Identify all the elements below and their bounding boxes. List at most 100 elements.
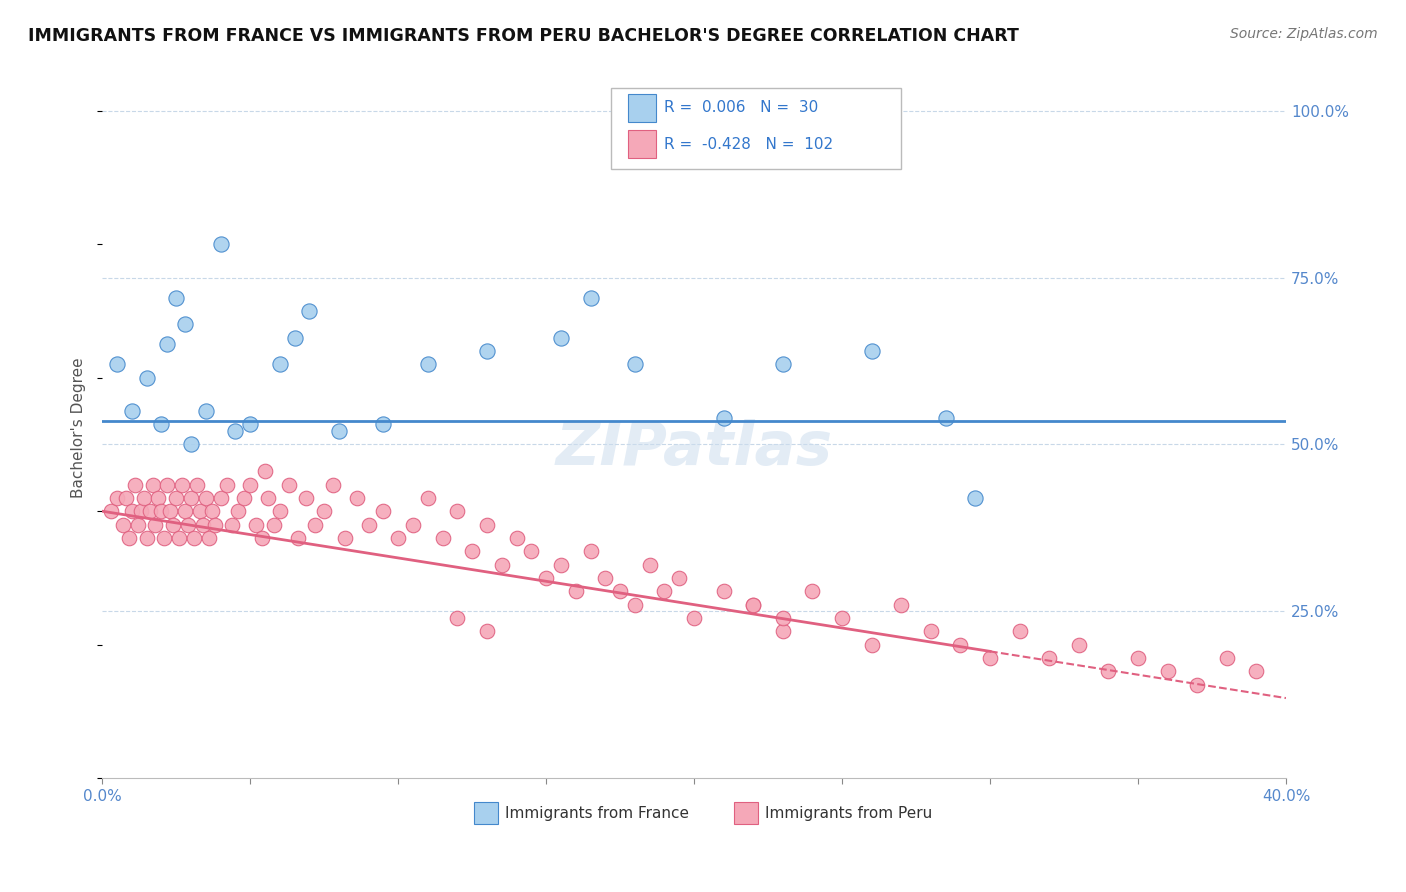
Point	[162, 517, 184, 532]
Point	[298, 304, 321, 318]
Point	[287, 531, 309, 545]
Point	[145, 517, 167, 532]
Point	[253, 464, 276, 478]
Point	[654, 584, 676, 599]
Point	[277, 477, 299, 491]
Point	[322, 477, 344, 491]
Point	[115, 491, 138, 505]
Point	[920, 624, 942, 639]
Point	[105, 491, 128, 505]
Text: R =  -0.428   N =  102: R = -0.428 N = 102	[665, 136, 834, 152]
Point	[121, 404, 143, 418]
Point	[174, 318, 197, 332]
Point	[624, 598, 647, 612]
FancyBboxPatch shape	[734, 802, 758, 824]
Point	[772, 624, 794, 639]
Point	[949, 638, 972, 652]
Point	[194, 491, 217, 505]
FancyBboxPatch shape	[628, 130, 657, 159]
Point	[772, 611, 794, 625]
Point	[595, 571, 617, 585]
Point	[475, 344, 498, 359]
Text: Source: ZipAtlas.com: Source: ZipAtlas.com	[1230, 27, 1378, 41]
Point	[1185, 678, 1208, 692]
Point	[742, 598, 765, 612]
Point	[624, 358, 647, 372]
Point	[304, 517, 326, 532]
Point	[742, 598, 765, 612]
Point	[935, 410, 957, 425]
Point	[105, 358, 128, 372]
Point	[683, 611, 706, 625]
Point	[165, 491, 187, 505]
Point	[129, 504, 152, 518]
Point	[668, 571, 690, 585]
Point	[197, 531, 219, 545]
Text: Immigrants from Peru: Immigrants from Peru	[765, 805, 932, 821]
Text: ZIPatlas: ZIPatlas	[555, 419, 832, 478]
Point	[416, 491, 439, 505]
Point	[491, 558, 513, 572]
FancyBboxPatch shape	[474, 802, 498, 824]
Point	[156, 477, 179, 491]
Point	[194, 404, 217, 418]
Point	[505, 531, 527, 545]
Point	[221, 517, 243, 532]
Point	[141, 477, 163, 491]
Text: IMMIGRANTS FROM FRANCE VS IMMIGRANTS FROM PERU BACHELOR'S DEGREE CORRELATION CHA: IMMIGRANTS FROM FRANCE VS IMMIGRANTS FRO…	[28, 27, 1019, 45]
Point	[118, 531, 141, 545]
Text: R =  0.006   N =  30: R = 0.006 N = 30	[665, 100, 818, 115]
Point	[188, 504, 211, 518]
Point	[201, 504, 224, 518]
Point	[172, 477, 194, 491]
Point	[579, 544, 602, 558]
Point	[461, 544, 484, 558]
Point	[550, 331, 572, 345]
Point	[138, 504, 160, 518]
Point	[387, 531, 409, 545]
Point	[233, 491, 256, 505]
Point	[132, 491, 155, 505]
Point	[174, 504, 197, 518]
Point	[1156, 665, 1178, 679]
Point	[111, 517, 134, 532]
Point	[446, 504, 468, 518]
Point	[860, 638, 883, 652]
Point	[1097, 665, 1119, 679]
Point	[1246, 665, 1268, 679]
Point	[250, 531, 273, 545]
Point	[180, 491, 202, 505]
Y-axis label: Bachelor's Degree: Bachelor's Degree	[72, 358, 86, 498]
Point	[534, 571, 557, 585]
Point	[416, 358, 439, 372]
Point	[333, 531, 356, 545]
Point	[373, 417, 395, 432]
Point	[979, 651, 1001, 665]
Point	[269, 358, 291, 372]
Point	[801, 584, 824, 599]
Point	[402, 517, 425, 532]
Point	[156, 337, 179, 351]
Point	[1216, 651, 1239, 665]
Point	[831, 611, 853, 625]
Point	[564, 584, 586, 599]
Point	[191, 517, 214, 532]
Point	[295, 491, 318, 505]
Point	[446, 611, 468, 625]
Point	[1008, 624, 1031, 639]
Point	[609, 584, 631, 599]
Point	[167, 531, 190, 545]
Point	[100, 504, 122, 518]
Point	[228, 504, 250, 518]
Text: Immigrants from France: Immigrants from France	[505, 805, 689, 821]
Point	[579, 291, 602, 305]
Point	[772, 358, 794, 372]
Point	[550, 558, 572, 572]
Point	[135, 531, 157, 545]
Point	[638, 558, 661, 572]
Point	[475, 517, 498, 532]
Point	[153, 531, 176, 545]
Point	[124, 477, 146, 491]
Point	[135, 370, 157, 384]
Point	[432, 531, 454, 545]
